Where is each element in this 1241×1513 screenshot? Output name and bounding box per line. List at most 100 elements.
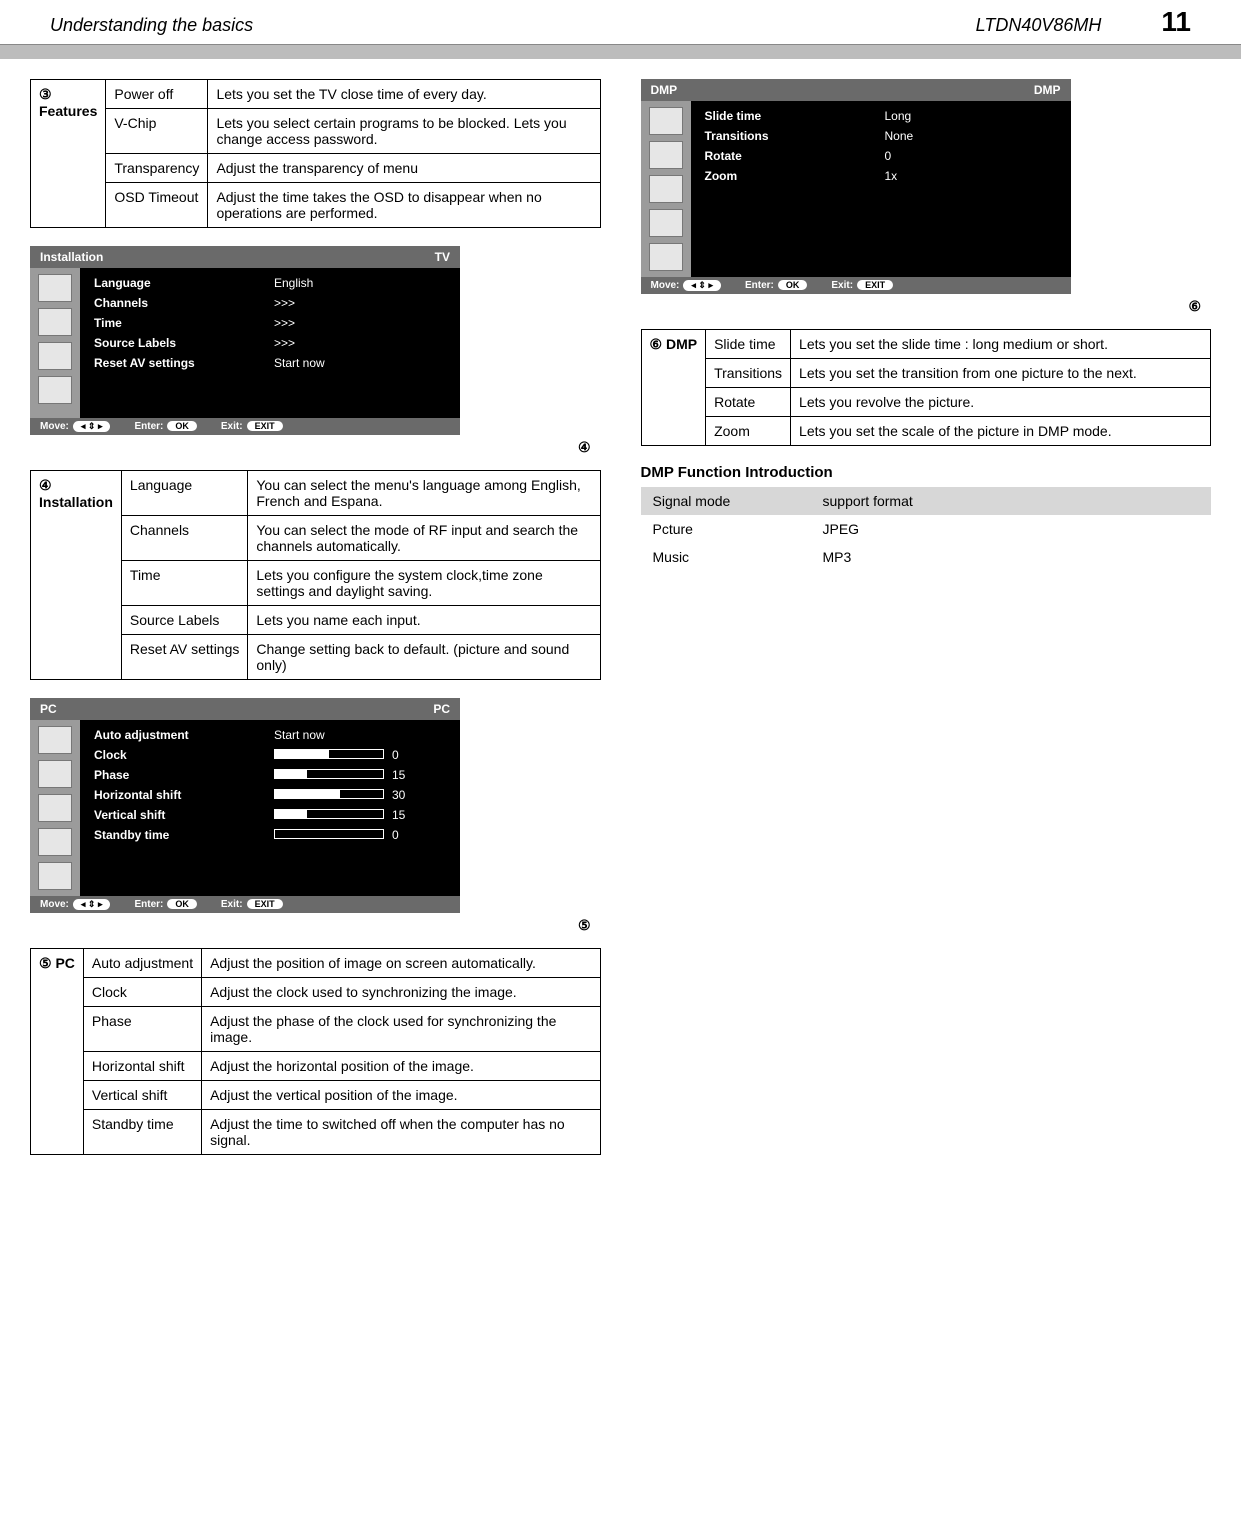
osd-item-label: Channels: [94, 296, 234, 310]
osd-tab-icon[interactable]: [38, 828, 72, 856]
osd-footer-label: Enter:: [745, 280, 774, 291]
table-desc: Adjust the time to switched off when the…: [202, 1110, 600, 1155]
move-icon: ◂ ⇕ ▸: [73, 421, 111, 432]
table-desc: Adjust the clock used to synchronizing t…: [202, 978, 600, 1007]
osd-tab-icon[interactable]: [38, 308, 72, 336]
osd-icon-strip: [30, 720, 80, 896]
osd-item-value: Start now: [274, 356, 354, 370]
table-row: Auto adjustment: [83, 949, 201, 978]
osd-item-value: 0: [274, 828, 399, 842]
osd-title: PC: [40, 702, 57, 716]
table-row: Zoom: [706, 417, 791, 446]
features-row: V-Chip: [106, 109, 208, 154]
osd-tab-icon[interactable]: [649, 209, 683, 237]
osd-footer: Move:◂ ⇕ ▸ Enter:OK Exit:EXIT: [641, 277, 1071, 294]
osd-item-label: Phase: [94, 768, 234, 782]
osd-item-value: >>>: [274, 296, 354, 310]
osd-item-value: None: [885, 129, 965, 143]
dmp-table: ⑥ DMP Slide time Lets you set the slide …: [641, 329, 1212, 446]
osd-footer-label: Move:: [40, 421, 69, 432]
table-row: Horizontal shift: [83, 1052, 201, 1081]
osd-tab-icon[interactable]: [649, 107, 683, 135]
osd-tab-icon[interactable]: [38, 794, 72, 822]
table-desc: Lets you revolve the picture.: [791, 388, 1211, 417]
table-row: Reset AV settings: [121, 635, 247, 680]
features-side-label: ③Features: [31, 80, 106, 228]
osd-item-value: 30: [274, 788, 405, 802]
osd-tab-icon[interactable]: [649, 175, 683, 203]
osd-item-label: Horizontal shift: [94, 788, 234, 802]
dmp-format-table: Signal mode support format PctureJPEG Mu…: [641, 487, 1212, 571]
fmt-head: support format: [811, 487, 1212, 515]
features-desc: Adjust the time takes the OSD to disappe…: [208, 183, 600, 228]
osd-title: DMP: [651, 83, 678, 97]
fmt-cell: JPEG: [811, 515, 1212, 543]
osd-item-label: Zoom: [705, 169, 845, 183]
osd-tab-icon[interactable]: [649, 243, 683, 271]
table-row: Clock: [83, 978, 201, 1007]
features-table: ③Features Power off Lets you set the TV …: [30, 79, 601, 228]
osd-item-label: Rotate: [705, 149, 845, 163]
osd-item-label: Vertical shift: [94, 808, 234, 822]
table-desc: Adjust the horizontal position of the im…: [202, 1052, 600, 1081]
exit-icon: EXIT: [247, 899, 283, 909]
table-desc: Adjust the position of image on screen a…: [202, 949, 600, 978]
features-row: Power off: [106, 80, 208, 109]
fmt-head: Signal mode: [641, 487, 811, 515]
features-row: Transparency: [106, 154, 208, 183]
osd-tab-icon[interactable]: [38, 862, 72, 890]
table-desc: Lets you configure the system clock,time…: [248, 561, 600, 606]
osd-footer-label: Exit:: [831, 280, 853, 291]
osd-item-label: Reset AV settings: [94, 356, 234, 370]
table-row: Vertical shift: [83, 1081, 201, 1110]
move-icon: ◂ ⇕ ▸: [73, 899, 111, 910]
fmt-cell: MP3: [811, 543, 1212, 571]
osd-dmp-panel: DMPDMP Slide timeLong TransitionsNone Ro…: [641, 79, 1071, 294]
osd-rows: LanguageEnglish Channels>>> Time>>> Sour…: [80, 268, 368, 418]
table-row: Source Labels: [121, 606, 247, 635]
move-icon: ◂ ⇕ ▸: [683, 280, 721, 291]
osd-footer-label: Enter:: [134, 899, 163, 910]
osd-tab-icon[interactable]: [649, 141, 683, 169]
ok-icon: OK: [167, 899, 197, 909]
features-desc: Lets you set the TV close time of every …: [208, 80, 600, 109]
ok-icon: OK: [167, 421, 197, 431]
osd-footer: Move:◂ ⇕ ▸ Enter:OK Exit:EXIT: [30, 418, 460, 435]
osd-tab-icon[interactable]: [38, 760, 72, 788]
osd-item-label: Standby time: [94, 828, 234, 842]
osd-item-value: Start now: [274, 728, 354, 742]
osd-item-value: 0: [274, 748, 399, 762]
osd-item-label: Auto adjustment: [94, 728, 234, 742]
osd-item-value: 0: [885, 149, 965, 163]
section-title: Understanding the basics: [50, 15, 253, 36]
osd-footer-label: Enter:: [134, 421, 163, 432]
table-desc: Adjust the phase of the clock used for s…: [202, 1007, 600, 1052]
osd-tab-icon[interactable]: [38, 342, 72, 370]
osd-rows: Slide timeLong TransitionsNone Rotate0 Z…: [691, 101, 979, 277]
table-desc: Lets you set the slide time : long mediu…: [791, 330, 1211, 359]
osd-item-value: English: [274, 276, 354, 290]
exit-icon: EXIT: [857, 280, 893, 290]
table-row: Slide time: [706, 330, 791, 359]
osd-pc-panel: PCPC Auto adjustmentStart now Clock0 Pha…: [30, 698, 460, 913]
features-row: OSD Timeout: [106, 183, 208, 228]
page-number: 11: [1161, 6, 1191, 38]
header-strip: [0, 45, 1241, 59]
figure-ref-5: ⑤: [30, 917, 601, 934]
osd-tab-icon[interactable]: [38, 726, 72, 754]
fmt-cell: Music: [641, 543, 811, 571]
osd-tab-icon[interactable]: [38, 274, 72, 302]
osd-mode: PC: [433, 702, 450, 716]
osd-footer-label: Move:: [651, 280, 680, 291]
dmp-function-heading: DMP Function Introduction: [641, 464, 1212, 481]
figure-ref-6: ⑥: [641, 298, 1212, 315]
table-desc: Lets you set the transition from one pic…: [791, 359, 1211, 388]
installation-table: ④Installation Language You can select th…: [30, 470, 601, 680]
table-row: Phase: [83, 1007, 201, 1052]
osd-tab-icon[interactable]: [38, 376, 72, 404]
pc-side-label: ⑤ PC: [31, 949, 84, 1155]
osd-item-label: Transitions: [705, 129, 845, 143]
features-desc: Adjust the transparency of menu: [208, 154, 600, 183]
installation-side-label: ④Installation: [31, 471, 122, 680]
table-desc: Change setting back to default. (picture…: [248, 635, 600, 680]
